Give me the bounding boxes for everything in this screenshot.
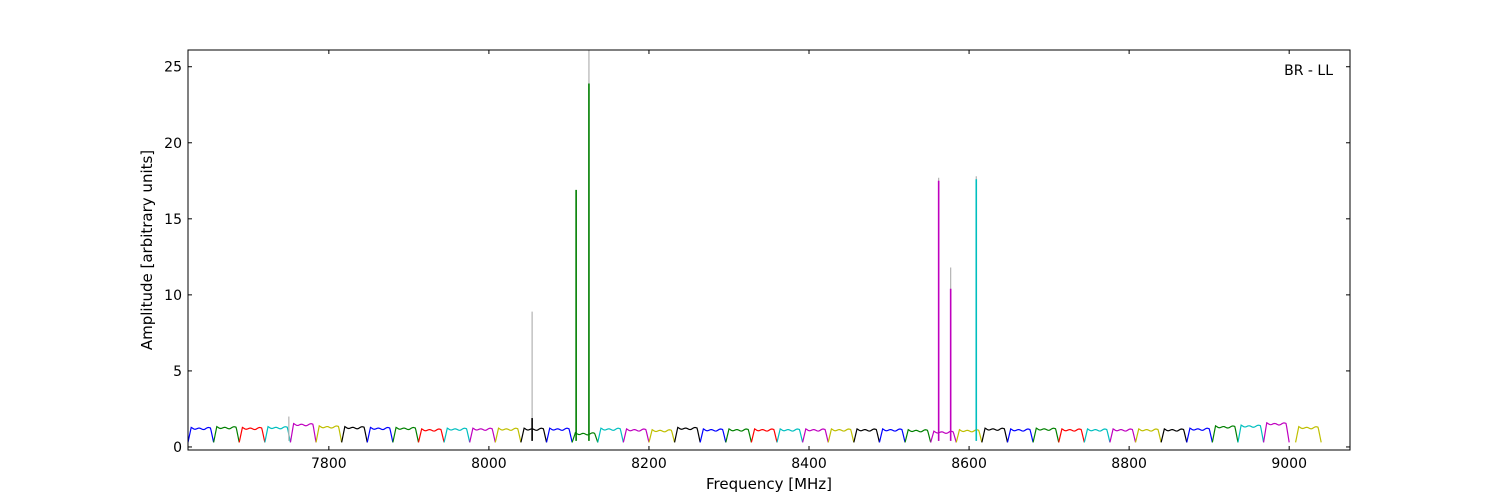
channel-17-line: [622, 427, 650, 443]
channel-27-line: [878, 427, 906, 443]
channel-39-line: [1186, 427, 1213, 443]
channel-0-line: [188, 426, 215, 443]
channel-7-line: [366, 426, 394, 443]
channel-1-line: [213, 425, 240, 443]
channel-43-line: [1294, 425, 1322, 443]
corner-annotation: BR - LL: [1284, 63, 1333, 79]
x-tick-label-9000: 9000: [1271, 456, 1307, 472]
channel-22-line: [750, 427, 778, 443]
channel-19-line: [673, 426, 701, 443]
channel-28-line: [904, 428, 932, 443]
x-tick-label-8200: 8200: [631, 456, 667, 472]
channel-8-line: [392, 426, 420, 443]
axis-ticks: 7800 8000 8200 8400 8600 8800 9000 0 5 10 15 20 25: [164, 50, 1350, 472]
x-tick-label-7800: 7800: [311, 456, 347, 472]
plot-frame: [187, 49, 1351, 451]
channel-30-line: [955, 428, 983, 443]
channel-12-line: [494, 427, 522, 443]
channel-18-line: [648, 428, 676, 443]
channel-31-line: [981, 427, 1009, 443]
channel-37-line: [1134, 427, 1162, 443]
x-tick-label-8000: 8000: [471, 456, 507, 472]
x-tick-label-8600: 8600: [951, 456, 987, 472]
channel-13-line: [520, 427, 548, 443]
plot-data-layer: [188, 50, 1322, 443]
channel-2-line: [238, 426, 266, 443]
channel-42-line: [1262, 421, 1290, 443]
channel-35-line: [1083, 427, 1111, 443]
channel-5-line: [315, 424, 343, 443]
channel-9-line: [417, 427, 445, 443]
channel-3-line: [264, 425, 292, 443]
channel-25-line: [827, 427, 855, 443]
channel-29-line: [930, 430, 957, 443]
y-tick-label-0: 0: [173, 440, 182, 456]
channel-40-line: [1211, 424, 1239, 443]
channel-34-line: [1058, 427, 1085, 443]
x-axis-label: Frequency [MHz]: [706, 475, 832, 493]
x-tick-label-8400: 8400: [791, 456, 827, 472]
channel-6-line: [341, 425, 368, 443]
y-tick-label-20: 20: [164, 136, 182, 152]
channel-21-line: [725, 427, 752, 443]
channel-26-line: [853, 427, 881, 443]
channel-32-line: [1006, 427, 1034, 443]
y-tick-label-15: 15: [164, 212, 182, 228]
channel-14-line: [545, 427, 573, 443]
channel-4-line: [289, 422, 317, 443]
y-axis-label: Amplitude [arbitrary units]: [138, 150, 156, 350]
channel-38-line: [1160, 427, 1188, 443]
channel-24-line: [802, 427, 829, 443]
y-tick-label-25: 25: [164, 60, 182, 76]
channel-20-line: [699, 427, 727, 443]
channel-11-line: [469, 427, 496, 443]
channel-33-line: [1032, 427, 1060, 443]
channel-16-line: [597, 427, 624, 443]
y-tick-label-10: 10: [164, 288, 182, 304]
channel-23-line: [776, 427, 804, 443]
channel-36-line: [1109, 427, 1137, 443]
channel-41-line: [1237, 424, 1265, 443]
channel-10-line: [443, 427, 471, 443]
y-tick-label-5: 5: [173, 364, 182, 380]
x-tick-label-8800: 8800: [1111, 456, 1147, 472]
